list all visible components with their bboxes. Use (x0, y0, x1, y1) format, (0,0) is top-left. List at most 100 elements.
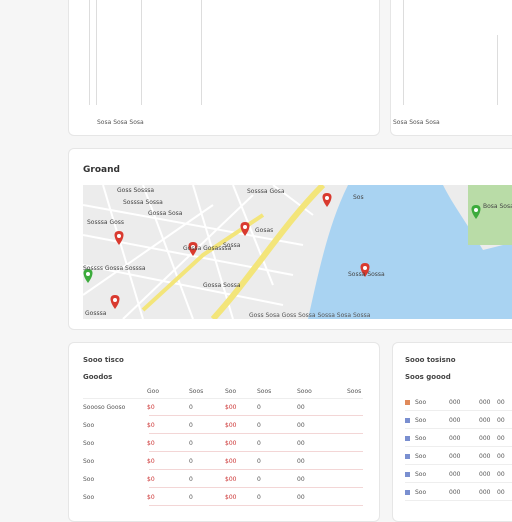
cell: 00 (297, 458, 305, 465)
pins (83, 193, 481, 309)
cell: 00 (297, 494, 305, 501)
cell: 000 (449, 471, 461, 478)
rule (149, 487, 363, 488)
rule (405, 428, 512, 429)
cell: $00 (225, 458, 237, 465)
cell: 00 (497, 489, 505, 496)
title: Sooo tosisno (405, 356, 456, 364)
cell: 0 (189, 440, 193, 447)
cell: Soo (83, 494, 95, 501)
map-label: Gossa Gosasssa (183, 245, 232, 252)
pin-dot (117, 234, 121, 238)
cell: 000 (449, 399, 461, 406)
map-label: Gossa Sossa (203, 282, 241, 289)
icon (405, 400, 410, 405)
title: Sooo tisco (83, 356, 124, 364)
pin-dot (191, 245, 195, 249)
cell: 000 (479, 453, 491, 460)
axis (497, 35, 498, 105)
cell: Soo (415, 399, 427, 406)
cell: 000 (449, 453, 461, 460)
cell: 00 (297, 440, 305, 447)
cell: $0 (147, 404, 155, 411)
cell: 00 (497, 453, 505, 460)
cell: 0 (189, 404, 193, 411)
cell: 0 (189, 476, 193, 483)
pin-dot (325, 196, 329, 200)
header-cell: Sooo (297, 388, 312, 395)
card-top-left: Sosa Sosa Sosa (68, 0, 380, 136)
icon (405, 436, 410, 441)
lake (308, 185, 512, 319)
cell: 000 (479, 435, 491, 442)
axis (201, 0, 202, 105)
rule (405, 446, 512, 447)
pin-dot (243, 225, 247, 229)
axis (96, 0, 97, 105)
cell: 00 (297, 422, 305, 429)
rule (405, 410, 512, 411)
header-cell: Soos (189, 388, 204, 395)
streets (83, 185, 314, 319)
map-label: Sossss Gossa Sosssa (83, 265, 146, 272)
cell: $00 (225, 476, 237, 483)
pin-dot (363, 266, 367, 270)
cell: $00 (225, 494, 237, 501)
cell: 0 (257, 476, 261, 483)
subtitle: Soos goood (405, 373, 451, 381)
cell: 0 (189, 458, 193, 465)
map-label: Goss Sosssa (117, 187, 154, 194)
map-labels: Goss Sosssa Sosssa Gosa Sosssa Sossa Gossa … (83, 187, 512, 317)
cell: 000 (479, 471, 491, 478)
rule (149, 415, 363, 416)
icon (405, 472, 410, 477)
map-label: Sossa (223, 242, 241, 249)
rule (405, 500, 512, 501)
cell: Soo (415, 489, 427, 496)
cell: 00 (497, 417, 505, 424)
cell: Soo (83, 422, 95, 429)
subtitle: Goodos (83, 373, 113, 381)
pin-dot (474, 208, 478, 212)
header-cell: Soos (257, 388, 272, 395)
cell: 0 (257, 404, 261, 411)
icon (405, 454, 410, 459)
axis (141, 0, 142, 105)
header-cell: Goo (147, 388, 159, 395)
map-label: Sosssa Gosa (247, 188, 285, 195)
cell: 0 (189, 422, 193, 429)
cell: $0 (147, 422, 155, 429)
pin-dot (86, 272, 90, 276)
pin-dot (113, 298, 117, 302)
map-footer: Goss Sosa Goss Sossa Sossa Sosa Sossa (249, 312, 371, 319)
rule (149, 451, 363, 452)
rule (83, 398, 363, 399)
icon (405, 418, 410, 423)
cell: 00 (497, 399, 505, 406)
cell: $0 (147, 440, 155, 447)
rule (405, 464, 512, 465)
cell: 0 (189, 494, 193, 501)
cell: Soooso Gooso (83, 404, 126, 411)
cell: 000 (449, 489, 461, 496)
cell: Soo (415, 453, 427, 460)
cell: 00 (297, 476, 305, 483)
cell: 000 (449, 435, 461, 442)
cell: 000 (479, 399, 491, 406)
cell: 0 (257, 494, 261, 501)
road (210, 185, 326, 319)
cell: Soo (83, 458, 95, 465)
footer: Sosa Sosa Sosa (393, 119, 440, 126)
map-label: Bosa Sosa (483, 203, 512, 210)
map-label: Sosssa Sossa (123, 199, 163, 206)
header-cell: Soo (225, 388, 237, 395)
cell: Soo (83, 476, 95, 483)
rule (405, 482, 512, 483)
cell: $00 (225, 422, 237, 429)
cell: Soo (83, 440, 95, 447)
cell: 000 (479, 417, 491, 424)
cell: 000 (479, 489, 491, 496)
cell: Soo (415, 435, 427, 442)
cell: $0 (147, 458, 155, 465)
rule (149, 505, 363, 506)
